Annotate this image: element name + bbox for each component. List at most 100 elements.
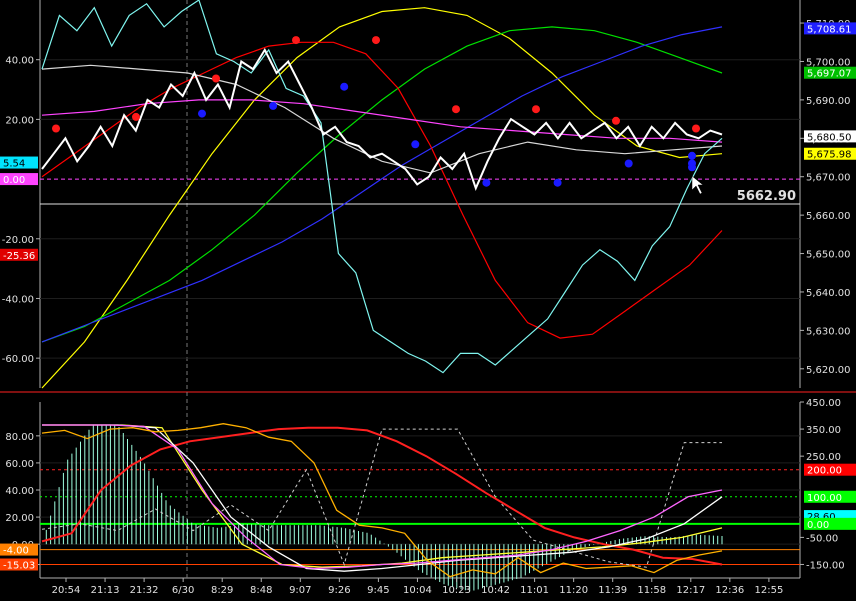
swing-low-marker [624,159,633,168]
left-tick-label: 40.00 [5,56,34,67]
left-tick-label: 20.00 [5,513,34,524]
left-value-badge-text: -4.00 [3,546,29,557]
x-tick-label: 10:23 [442,585,471,596]
right-value-badge-text: 5,697.07 [807,69,852,80]
left-tick-label: -60.00 [2,354,34,365]
x-tick-label: 10:04 [403,585,432,596]
price-series-line [41,99,723,143]
price-series-line [41,0,723,374]
swing-low-marker [269,101,278,110]
right-tick-label: 5,670.00 [806,173,851,184]
left-value-badge [0,173,38,186]
right-tick-label: 5,630.00 [806,326,851,337]
right-value-badge [804,517,856,530]
right-value-badge-text: 5,675.98 [807,150,852,161]
right-value-badge [804,66,856,79]
price-series-line [41,26,723,343]
right-value-badge-text: 100.00 [807,493,842,504]
x-tick-label: 21:32 [130,585,159,596]
x-tick-label: 8:48 [250,585,272,596]
right-value-badge [804,147,856,160]
right-tick-label: 250.00 [806,452,841,463]
right-tick-label: 350.00 [806,425,841,436]
left-value-badge [0,248,38,261]
left-value-badge-text: -25.36 [3,251,35,262]
x-tick-label: 12:36 [715,585,744,596]
swing-high-marker [452,105,460,114]
right-value-badge [804,130,856,143]
x-tick-label: 10:42 [481,585,510,596]
swing-high-marker [132,112,140,121]
swing-low-marker [553,178,562,187]
swing-low-marker [688,163,696,172]
x-tick-label: 9:26 [328,585,350,596]
left-tick-label: 80.00 [5,432,34,443]
x-tick-label: 8:29 [211,585,233,596]
swing-low-marker [340,82,349,91]
x-tick-label: 21:13 [91,585,120,596]
right-tick-label: 5,640.00 [806,288,851,299]
swing-low-marker [482,178,491,187]
left-tick-label: 20.00 [5,115,34,126]
price-series-line [41,64,723,174]
price-series-line [41,47,723,191]
swing-high-marker [292,36,300,45]
x-tick-label: 11:01 [520,585,549,596]
right-value-badge-text: 5,680.50 [807,132,852,143]
price-series-line [41,7,723,389]
right-value-badge-text: 5,708.61 [807,24,852,35]
right-tick-label: 5,660.00 [806,211,851,222]
swing-low-marker [198,109,206,118]
right-value-badge [804,22,856,35]
left-tick-label: -20.00 [2,235,34,246]
left-tick-label: 60.00 [5,459,34,470]
right-tick-label: 450.00 [806,398,841,409]
left-value-badge [0,543,38,556]
oscillator-series-line [42,424,723,570]
swing-high-marker [372,36,380,45]
right-tick-label: 5,650.00 [806,250,851,261]
right-value-badge [804,463,856,476]
right-tick-label: -150.00 [806,560,845,571]
x-tick-label: 12:55 [754,585,783,596]
right-tick-label: -50.00 [806,533,838,544]
right-tick-label: 5,690.00 [806,96,851,107]
right-value-badge [804,490,856,503]
swing-high-marker [532,105,540,114]
swing-high-marker [692,124,700,133]
x-tick-label: 11:39 [598,585,627,596]
oscillator-dashed-line [41,428,722,568]
left-value-badge-text: 0.00 [3,175,25,186]
oscillator-series-line [41,426,723,566]
left-value-badge [0,156,38,169]
right-value-badge-text: 28.60 [807,512,836,523]
right-value-badge-text: 200.00 [807,466,842,477]
left-value-badge-text: -15.03 [3,561,35,572]
left-value-badge-text: 5.54 [3,159,25,170]
swing-low-marker [411,140,420,149]
price-series-line [41,26,723,343]
left-tick-label: 40.00 [5,486,34,497]
x-tick-label: 12:17 [676,585,705,596]
price-series-line [41,41,723,339]
oscillator-series-line [42,424,723,572]
x-tick-label: 9:07 [289,585,311,596]
right-tick-label: 5,700.00 [806,57,851,68]
x-tick-label: 11:20 [559,585,588,596]
x-tick-label: 11:58 [637,585,666,596]
right-tick-label: 5,620.00 [806,365,851,376]
left-tick-label: -40.00 [2,294,34,305]
oscillator-series-line [41,423,723,578]
price-level-label: 5662.90 [737,189,796,204]
x-tick-label: 6/30 [172,585,194,596]
swing-low-marker [688,151,696,160]
x-tick-label: 9:45 [367,585,389,596]
left-value-badge [0,558,38,571]
mouse-cursor-icon [691,175,704,195]
right-value-badge-text: 0.00 [807,520,829,531]
swing-high-marker [212,74,220,83]
swing-high-marker [612,116,620,125]
swing-high-marker [52,124,60,133]
